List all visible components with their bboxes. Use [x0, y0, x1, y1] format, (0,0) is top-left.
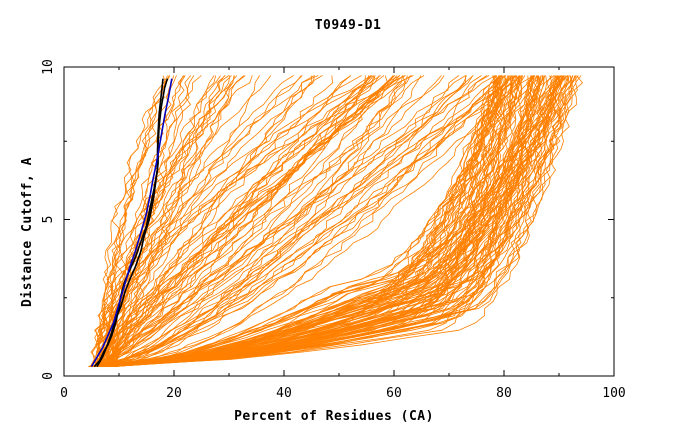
model-curve [100, 75, 502, 367]
highlight-curve-3 [90, 78, 173, 368]
model-curve [113, 75, 313, 367]
y-tick-label: 0 [41, 372, 56, 380]
model-curve [97, 75, 375, 367]
model-curve [100, 75, 517, 367]
model-curve [103, 75, 521, 367]
model-curve [102, 75, 398, 367]
x-tick-label: 0 [60, 386, 68, 401]
model-curve [101, 75, 226, 367]
model-curve [111, 75, 563, 367]
y-tick-label: 10 [41, 59, 56, 75]
model-curve [109, 75, 539, 367]
model-curve [106, 75, 521, 367]
model-curve [100, 75, 445, 367]
model-curve [94, 75, 467, 367]
model-curve [94, 75, 168, 367]
model-curve [94, 75, 319, 367]
chart-title: T0949-D1 [315, 18, 382, 33]
model-curve [97, 75, 302, 367]
model-curve [106, 75, 260, 367]
model-curve [95, 75, 425, 367]
model-curve [103, 75, 517, 367]
model-curve [105, 75, 521, 367]
model-curve [109, 75, 380, 367]
model-curve [103, 75, 552, 367]
model-curve [112, 75, 568, 367]
model-curve [93, 75, 406, 367]
model-curve [106, 75, 501, 367]
model-curve [98, 75, 370, 367]
model-curve [108, 75, 561, 367]
x-tick-label: 40 [276, 386, 292, 401]
model-curve [94, 75, 558, 367]
model-curve [105, 75, 521, 367]
model-curve [95, 75, 372, 367]
model-curve [97, 75, 171, 367]
model-curve [90, 75, 560, 367]
model-curve [92, 75, 507, 367]
model-curve [98, 75, 535, 367]
model-curve [96, 75, 584, 367]
model-curve [115, 75, 226, 367]
model-curve [112, 75, 514, 367]
model-curve [104, 75, 406, 367]
y-axis: 0 5 10 [41, 59, 614, 380]
model-curve [99, 75, 535, 367]
model-curve [99, 75, 538, 367]
model-curve [100, 75, 474, 367]
model-curve [105, 75, 558, 367]
model-curve [104, 75, 487, 367]
model-curve [96, 75, 372, 367]
model-curve [106, 75, 388, 367]
model-curve [106, 75, 366, 367]
model-curve [104, 75, 185, 367]
model-curve [101, 75, 482, 367]
model-curve [91, 75, 541, 367]
x-tick-label: 20 [166, 386, 182, 401]
x-tick-label: 60 [386, 386, 402, 401]
model-curve [95, 75, 381, 367]
model-curve [111, 75, 506, 367]
model-curve [114, 75, 500, 367]
model-curve [105, 75, 506, 367]
model-curve [101, 75, 502, 367]
model-curve [102, 75, 577, 367]
model-curve [94, 75, 411, 367]
x-axis: 0 20 40 60 80 100 [60, 67, 626, 401]
model-curve [112, 75, 536, 367]
model-curve [110, 75, 544, 367]
y-axis-label: Distance Cutoff, A [20, 157, 35, 307]
model-curve [99, 75, 496, 367]
model-curve [109, 75, 514, 367]
model-curve [95, 75, 272, 367]
model-curves [88, 75, 584, 367]
x-tick-label: 100 [602, 386, 625, 401]
model-curve [110, 75, 576, 367]
model-curve [101, 75, 563, 367]
highlight-curves [90, 78, 173, 368]
model-curve [95, 75, 245, 367]
y-tick-label: 5 [41, 216, 56, 224]
model-curve [107, 75, 373, 367]
model-curve [116, 75, 442, 367]
model-curve [95, 75, 372, 367]
highlight-curve-2 [96, 78, 169, 368]
model-curve [93, 75, 460, 367]
model-curve [88, 75, 406, 367]
x-tick-label: 80 [496, 386, 512, 401]
model-curve [105, 75, 466, 367]
x-axis-label: Percent of Residues (CA) [234, 409, 434, 424]
